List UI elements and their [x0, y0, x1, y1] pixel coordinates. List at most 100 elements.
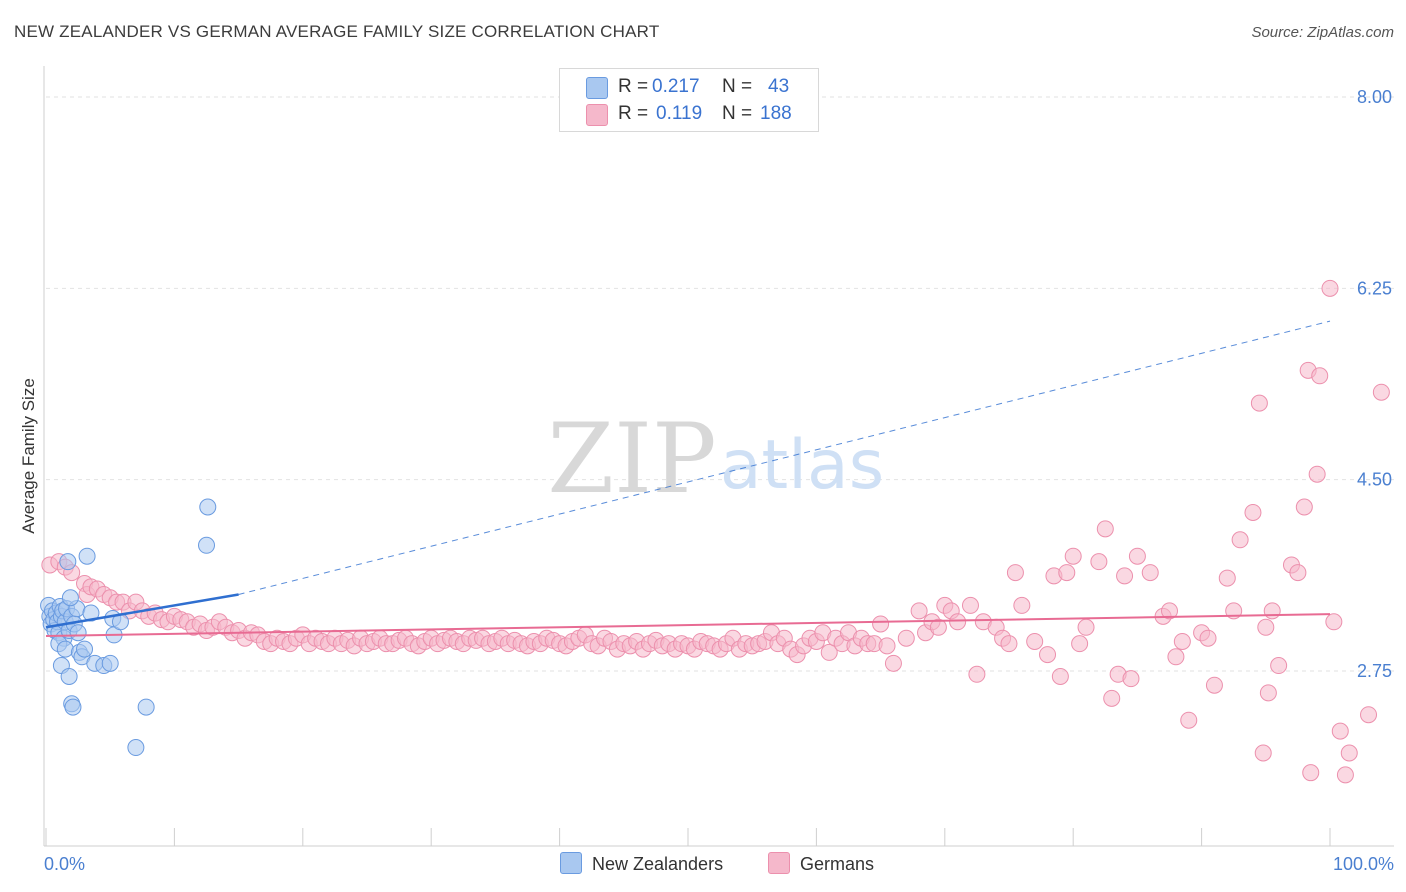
x-tick-max: 100.0%: [1333, 854, 1394, 874]
new-zealander-point: [78, 547, 96, 565]
german-point: [1259, 684, 1277, 702]
axes: [43, 66, 1394, 847]
x-tick-labels: 0.0% 100.0%: [44, 854, 1394, 874]
german-point: [1302, 764, 1320, 782]
legend-r-label: R =: [618, 103, 649, 124]
german-point: [1218, 569, 1236, 587]
german-point: [910, 602, 928, 620]
legend-swatch-blue: [586, 77, 608, 99]
new-zealander-point: [56, 640, 74, 658]
bottom-legend-label: New Zealanders: [592, 854, 724, 874]
german-point: [1360, 706, 1378, 724]
bottom-legend-swatch-blue: [560, 852, 582, 874]
chart-title: NEW ZEALANDER VS GERMAN AVERAGE FAMILY S…: [14, 22, 660, 41]
source-label: Source: ZipAtlas.com: [1251, 24, 1394, 41]
bottom-legend-new-zealanders[interactable]: New Zealanders: [560, 852, 723, 875]
german-point: [1013, 596, 1031, 614]
german-point: [1244, 503, 1262, 521]
german-point: [1231, 531, 1249, 549]
german-point: [1321, 279, 1339, 297]
german-point: [968, 665, 986, 683]
german-point: [1205, 676, 1223, 694]
german-point: [961, 596, 979, 614]
new-zealander-point: [59, 553, 77, 571]
new-zealander-point: [82, 604, 100, 622]
german-point: [1103, 689, 1121, 707]
german-point: [1336, 766, 1354, 784]
german-point: [1372, 383, 1390, 401]
new-zealanders-trend-extension: [238, 320, 1331, 595]
german-point: [1116, 567, 1134, 585]
y-axis-title: Average Family Size: [19, 378, 38, 534]
grid-lines: [46, 96, 1394, 672]
new-zealander-point: [69, 624, 87, 642]
bottom-legend-label: Germans: [800, 854, 875, 874]
new-zealander-point: [61, 589, 79, 607]
german-point: [1173, 632, 1191, 650]
german-point: [1026, 632, 1044, 650]
new-zealanders-points: [40, 498, 217, 757]
german-point: [1325, 613, 1343, 631]
german-point: [1039, 646, 1057, 664]
german-point: [878, 637, 896, 655]
y-tick-label: 6.25: [1357, 278, 1392, 298]
german-point: [1254, 744, 1272, 762]
german-point: [1289, 564, 1307, 582]
german-point: [897, 629, 915, 647]
german-point: [1270, 657, 1288, 675]
y-tick-label: 2.75: [1357, 661, 1392, 681]
german-point: [1340, 744, 1358, 762]
new-zealander-point: [60, 667, 78, 685]
new-zealander-point: [76, 640, 94, 658]
german-point: [1077, 618, 1095, 636]
bottom-legend-germans[interactable]: Germans: [768, 852, 874, 875]
trend-lines: [45, 320, 1331, 638]
new-zealanders-trend-line: [45, 593, 239, 629]
german-point: [1064, 547, 1082, 565]
watermark-atlas: atlas: [720, 426, 884, 505]
new-zealander-point: [64, 698, 82, 716]
german-point: [949, 613, 967, 631]
german-point: [1311, 367, 1329, 385]
new-zealander-point: [127, 739, 145, 757]
german-point: [1141, 564, 1159, 582]
y-tick-labels: 2.75 4.50 6.25 8.00: [1357, 87, 1392, 681]
german-point: [1122, 670, 1140, 688]
watermark: ZIP atlas: [547, 403, 884, 515]
new-zealander-point: [101, 654, 119, 672]
german-point: [1051, 667, 1069, 685]
new-zealander-point: [199, 498, 217, 516]
germans-points: [41, 279, 1390, 784]
german-point: [1263, 602, 1281, 620]
y-tick-label: 8.00: [1357, 87, 1392, 107]
legend-n-value: 43: [768, 76, 790, 97]
german-point: [1128, 547, 1146, 565]
german-point: [1199, 629, 1217, 647]
legend-n-label: N =: [722, 76, 753, 97]
legend-n-label: N =: [722, 103, 753, 124]
german-point: [1058, 564, 1076, 582]
german-point: [872, 615, 890, 633]
legend-swatch-pink: [586, 104, 608, 126]
german-point: [1096, 520, 1114, 538]
german-point: [820, 643, 838, 661]
german-point: [1180, 711, 1198, 729]
german-point: [1257, 618, 1275, 636]
german-point: [1006, 564, 1024, 582]
german-point: [1295, 498, 1313, 516]
german-point: [1090, 553, 1108, 571]
new-zealander-point: [137, 698, 155, 716]
legend-r-label: R =: [618, 76, 649, 97]
legend-n-value: 188: [760, 103, 792, 124]
german-point: [884, 654, 902, 672]
german-point: [1071, 635, 1089, 653]
german-point: [1250, 394, 1268, 412]
new-zealander-point: [198, 536, 215, 554]
german-point: [929, 618, 947, 636]
germans-trend-line: [45, 613, 1331, 638]
german-point: [1167, 648, 1185, 666]
legend-r-value: 0.217: [652, 76, 700, 97]
german-point: [1000, 635, 1018, 653]
watermark-zip: ZIP: [547, 403, 716, 515]
